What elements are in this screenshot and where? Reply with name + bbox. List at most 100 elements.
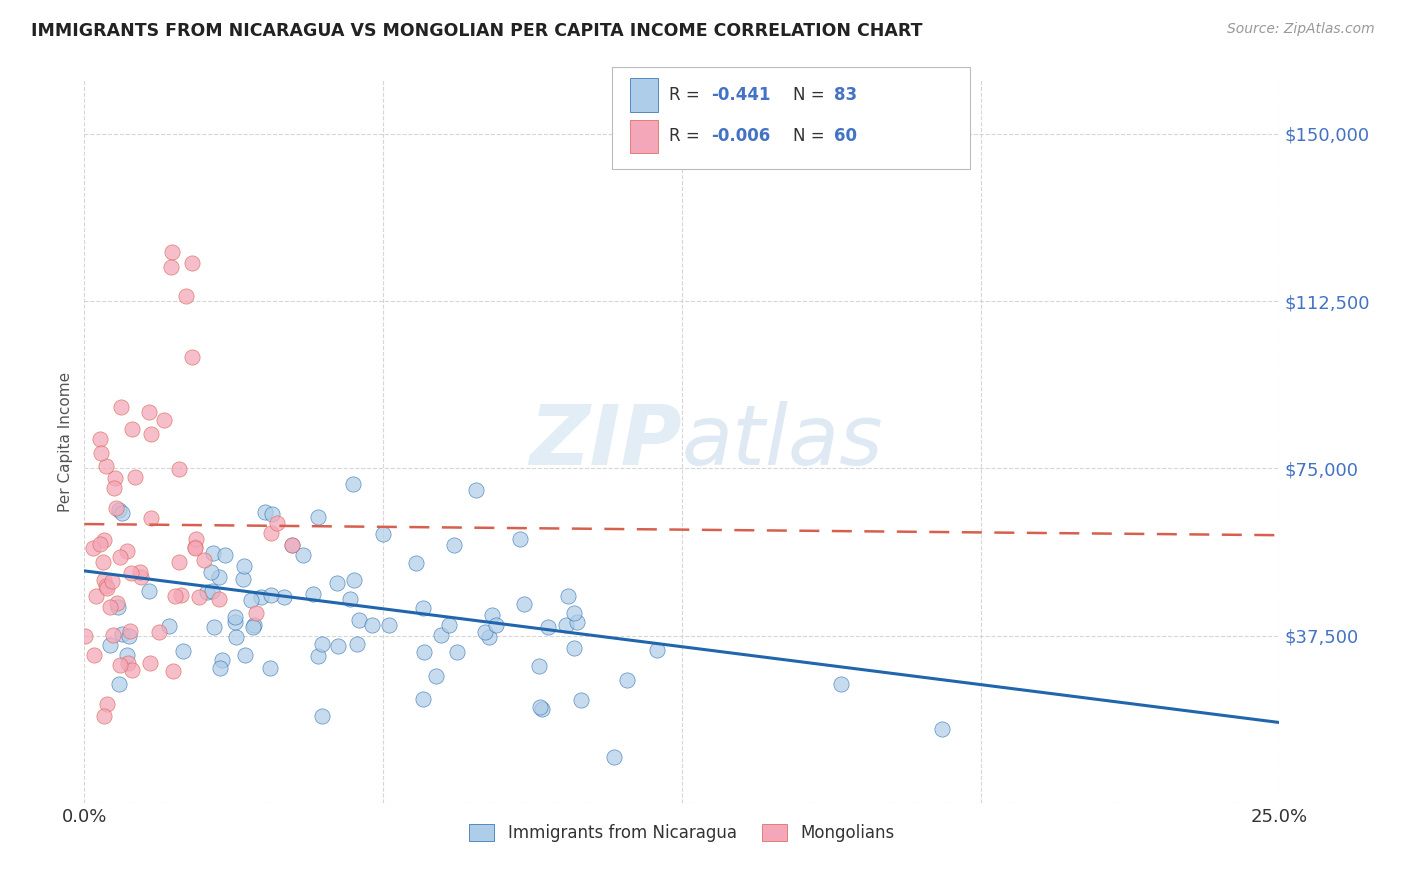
Point [174, 289, 197, 303]
Point [260, 525, 283, 540]
Point [184, 541, 207, 555]
Text: N =: N = [793, 128, 830, 145]
Text: 83: 83 [834, 86, 856, 103]
Point [167, 555, 190, 569]
Point [242, 620, 264, 634]
Point [121, 663, 143, 677]
Point [931, 722, 953, 736]
Legend: Immigrants from Nicaragua, Mongolians: Immigrants from Nicaragua, Mongolians [463, 817, 901, 848]
Point [138, 405, 160, 419]
Point [117, 629, 139, 643]
Point [89, 537, 111, 551]
Text: Source: ZipAtlas.com: Source: ZipAtlas.com [1227, 22, 1375, 37]
Point [562, 607, 585, 621]
Point [339, 592, 361, 607]
Point [527, 659, 550, 673]
Point [129, 570, 152, 584]
Text: IMMIGRANTS FROM NICARAGUA VS MONGOLIAN PER CAPITA INCOME CORRELATION CHART: IMMIGRANTS FROM NICARAGUA VS MONGOLIAN P… [31, 22, 922, 40]
Point [412, 600, 434, 615]
Point [93, 573, 115, 587]
Point [139, 510, 162, 524]
Point [111, 506, 134, 520]
Point [413, 645, 436, 659]
Point [443, 538, 465, 552]
Point [273, 590, 295, 604]
Point [281, 539, 304, 553]
Point [225, 631, 247, 645]
Point [311, 709, 333, 723]
Point [94, 459, 117, 474]
Point [184, 533, 207, 547]
Point [84, 589, 107, 603]
Point [259, 661, 281, 675]
Point [193, 553, 215, 567]
Point [346, 637, 368, 651]
Point [616, 673, 638, 688]
Point [141, 427, 163, 442]
Point [425, 669, 447, 683]
Text: ZIP: ZIP [529, 401, 682, 482]
Point [250, 590, 273, 604]
Point [531, 702, 554, 716]
Point [108, 550, 131, 565]
Point [120, 566, 142, 581]
Point [94, 579, 117, 593]
Text: R =: R = [669, 86, 706, 103]
Point [91, 555, 114, 569]
Point [101, 574, 124, 588]
Point [117, 657, 139, 671]
Point [214, 548, 236, 562]
Point [240, 593, 263, 607]
Point [121, 422, 143, 436]
Point [108, 677, 131, 691]
Point [124, 470, 146, 484]
Point [513, 597, 536, 611]
Point [93, 533, 115, 548]
Point [202, 546, 225, 560]
Point [200, 565, 222, 579]
Point [159, 260, 181, 274]
Point [73, 629, 96, 643]
Text: N =: N = [793, 86, 830, 103]
Point [232, 559, 254, 574]
Point [115, 648, 138, 662]
Point [603, 750, 626, 764]
Point [82, 541, 104, 555]
Point [281, 538, 304, 552]
Text: atlas: atlas [682, 401, 883, 482]
Y-axis label: Per Capita Income: Per Capita Income [58, 371, 73, 512]
Point [342, 476, 364, 491]
Point [160, 245, 183, 260]
Point [187, 590, 209, 604]
Point [262, 507, 284, 521]
Point [201, 584, 224, 599]
Point [170, 588, 193, 602]
Point [830, 677, 852, 691]
Point [562, 640, 585, 655]
Text: -0.441: -0.441 [711, 86, 770, 103]
Point [529, 699, 551, 714]
Point [645, 642, 668, 657]
Point [162, 664, 184, 678]
Point [233, 648, 256, 662]
Point [110, 400, 132, 414]
Point [361, 617, 384, 632]
Point [569, 693, 592, 707]
Point [138, 584, 160, 599]
Point [326, 576, 349, 591]
Point [308, 510, 330, 524]
Point [232, 572, 254, 586]
Point [478, 630, 501, 644]
Point [163, 589, 186, 603]
Point [104, 471, 127, 485]
Point [111, 626, 134, 640]
Point [208, 569, 231, 583]
Point [98, 638, 121, 652]
Point [311, 637, 333, 651]
Point [446, 645, 468, 659]
Point [103, 627, 125, 641]
Point [437, 617, 460, 632]
Point [509, 532, 531, 546]
Text: -0.006: -0.006 [711, 128, 770, 145]
Point [208, 592, 231, 607]
